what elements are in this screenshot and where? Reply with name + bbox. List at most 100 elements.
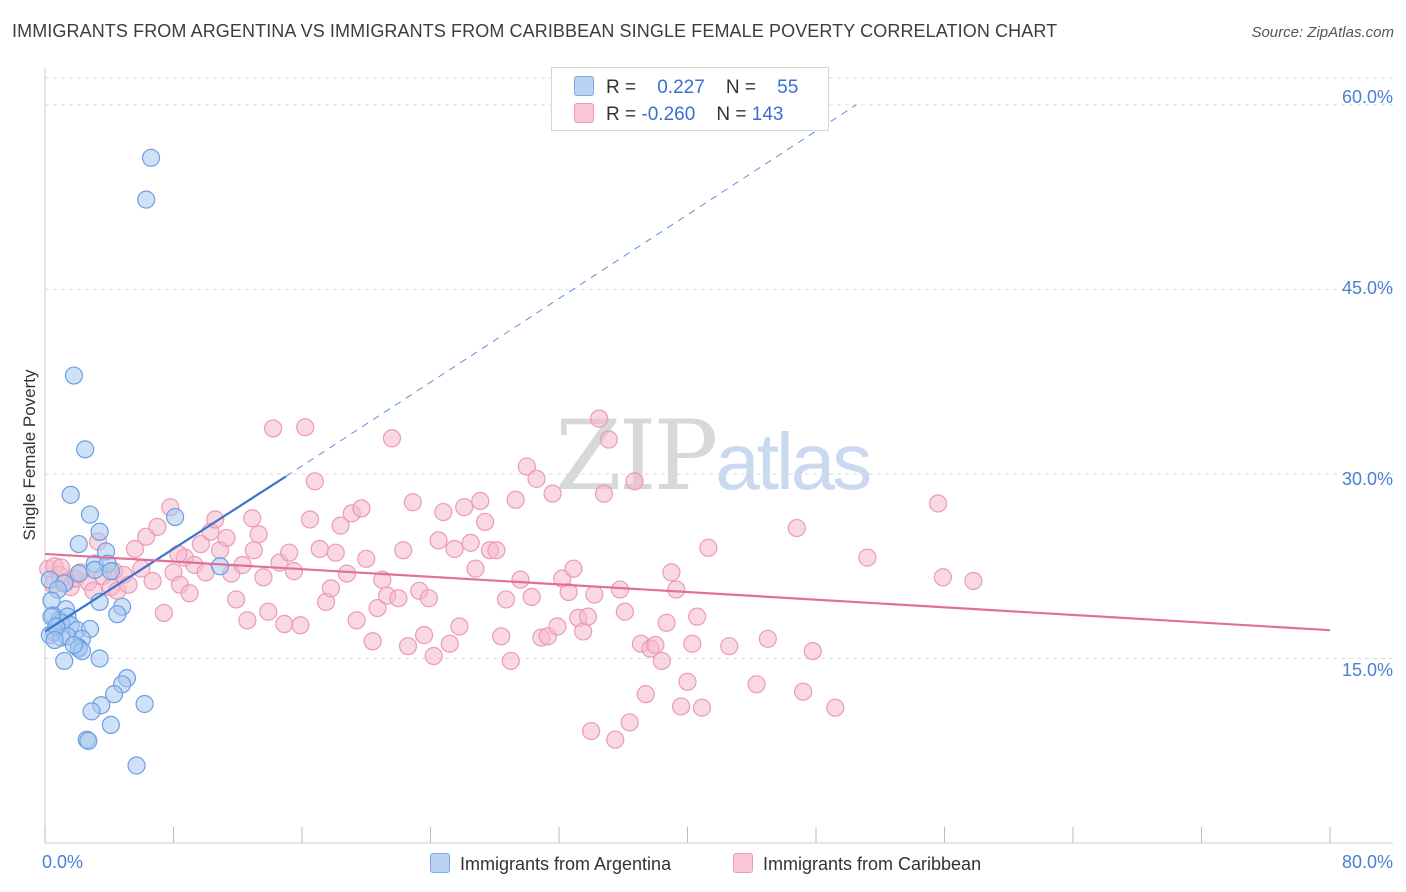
legend-r-label: R =	[606, 77, 637, 98]
caribbean-point	[263, 419, 283, 438]
watermark: ZIPatlas	[555, 400, 872, 512]
caribbean-point	[419, 589, 438, 608]
argentina-trend-extension	[285, 104, 857, 477]
argentina-legend-swatch	[430, 853, 450, 873]
caribbean-point	[227, 590, 246, 609]
caribbean-point	[180, 584, 199, 603]
argentina-point	[76, 440, 95, 459]
source-credit: Source: ZipAtlas.com	[1251, 24, 1394, 41]
argentina-point	[141, 148, 161, 167]
caribbean-point	[310, 539, 329, 559]
caribbean-point	[496, 590, 516, 609]
caribbean-point	[564, 559, 583, 578]
caribbean-point	[548, 617, 567, 636]
argentina-point	[104, 685, 124, 704]
caribbean-point	[394, 541, 413, 560]
argentina-swatch	[574, 76, 594, 96]
caribbean-point	[657, 613, 676, 632]
caribbean-point	[615, 602, 634, 621]
caribbean-point	[291, 616, 310, 635]
caribbean-point	[582, 721, 601, 741]
caribbean-point	[326, 543, 345, 562]
caribbean-point	[440, 634, 459, 653]
caribbean-point	[646, 635, 665, 655]
argentina-point	[85, 560, 104, 580]
caribbean-point	[506, 490, 525, 509]
argentina-point	[79, 731, 98, 750]
caribbean-point	[585, 585, 604, 604]
y-tick-label-30: 30.0%	[1341, 469, 1393, 489]
caribbean-point	[300, 510, 320, 529]
caribbean-point	[933, 568, 952, 587]
caribbean-point	[747, 675, 766, 694]
caribbean-point	[692, 698, 712, 717]
caribbean-point	[259, 602, 278, 621]
caribbean-point	[352, 499, 371, 518]
legend-n-label: N =	[716, 104, 747, 125]
caribbean-point	[511, 570, 530, 589]
watermark-atlas: atlas	[715, 417, 872, 506]
caribbean-point	[636, 685, 655, 704]
caribbean-point	[347, 611, 366, 630]
caribbean-point	[858, 548, 877, 567]
caribbean-point	[461, 533, 480, 552]
argentina-point	[101, 715, 120, 735]
caribbean-point	[487, 541, 506, 560]
legend-row-argentina: R = 0.227 N = 55	[574, 76, 798, 98]
legend-r-value: 0.227	[657, 77, 705, 98]
caribbean-point	[688, 607, 707, 626]
caribbean-point	[445, 539, 464, 559]
caribbean-point	[243, 509, 262, 528]
caribbean-point	[599, 430, 618, 449]
caribbean-point	[455, 498, 474, 517]
correlation-legend: R = 0.227 N = 55 R = -0.260 N = 143	[551, 67, 829, 131]
caribbean-point	[280, 543, 299, 562]
caribbean-point	[559, 582, 578, 602]
argentina-point	[61, 485, 80, 504]
caribbean-point	[125, 539, 145, 559]
caribbean-point	[275, 614, 294, 634]
caribbean-point	[964, 571, 983, 591]
caribbean-point	[254, 568, 273, 587]
bottom-legend-argentina: Immigrants from Argentina	[430, 853, 671, 875]
caribbean-point	[662, 563, 681, 582]
caribbean-point	[154, 603, 173, 623]
caribbean-point	[610, 580, 630, 599]
caribbean-point	[476, 512, 495, 532]
argentina-point	[108, 605, 127, 624]
caribbean-point	[620, 713, 639, 732]
argentina-point	[127, 756, 146, 775]
caribbean-point	[517, 457, 536, 476]
argentina-point	[69, 534, 88, 554]
bottom-legend-caribbean: Immigrants from Caribbean	[733, 853, 981, 875]
caribbean-point	[671, 697, 691, 716]
caribbean-point	[699, 538, 718, 557]
argentina-point	[64, 635, 84, 655]
caribbean-point	[368, 598, 387, 618]
caribbean-point	[590, 409, 609, 428]
caribbean-point	[578, 607, 598, 626]
argentina-point	[82, 702, 101, 721]
caribbean-point	[143, 571, 162, 591]
caribbean-point	[403, 493, 422, 512]
caribbean-point	[389, 589, 408, 608]
y-axis-label: Single Female Poverty	[20, 369, 39, 541]
caribbean-point	[625, 472, 644, 491]
argentina-point	[80, 505, 100, 524]
caribbean-point	[424, 646, 443, 666]
x-tick-label-max: 80.0%	[1341, 852, 1393, 872]
caribbean-point	[667, 580, 686, 599]
caribbean-point	[363, 632, 382, 651]
watermark-zip: ZIP	[555, 400, 718, 512]
caribbean-point	[305, 472, 324, 491]
caribbean-point	[678, 672, 697, 691]
legend-r-value: -0.260	[641, 104, 696, 125]
caribbean-point	[284, 562, 304, 581]
y-tick-label-45: 45.0%	[1341, 278, 1393, 298]
caribbean-point	[450, 617, 469, 636]
argentina-point	[90, 649, 109, 668]
caribbean-point	[652, 651, 671, 671]
caribbean-trend-line	[44, 552, 1331, 632]
caribbean-point	[471, 491, 490, 511]
caribbean-point	[527, 469, 546, 488]
